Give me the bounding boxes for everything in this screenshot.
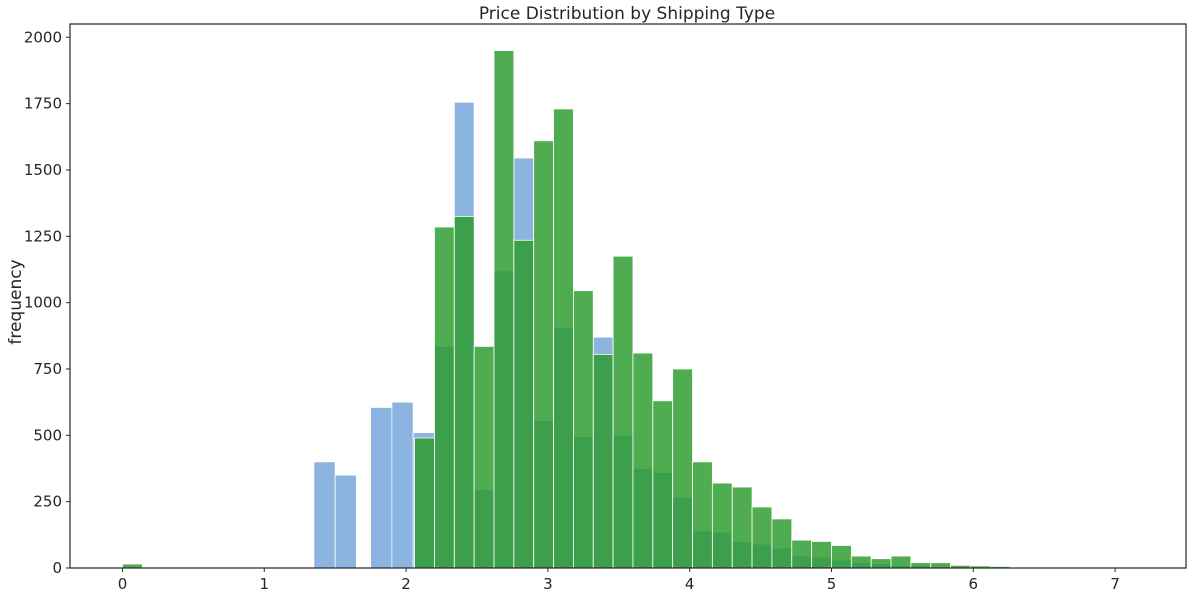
chart-title: Price Distribution by Shipping Type (479, 4, 775, 24)
x-tick-label-7: 7 (1110, 575, 1120, 593)
series-1-bar-15 (692, 461, 713, 569)
series-1-bar-24 (870, 558, 892, 569)
series-0-bar-3 (391, 401, 414, 569)
x-tick-label-5: 5 (827, 575, 837, 593)
x-tick-label-0: 0 (118, 575, 128, 593)
series-1-bar-3 (453, 215, 475, 569)
y-tick-label-0: 0 (52, 559, 62, 577)
series-1-bar-6 (513, 239, 535, 569)
y-axis-ticks: 0 250 500 750 1000 1250 1500 1750 2000 (24, 28, 70, 577)
x-axis-ticks: 0 1 2 3 4 5 6 7 (118, 568, 1120, 593)
y-tick-label-1: 250 (33, 493, 62, 511)
y-tick-label-7: 1750 (24, 95, 62, 113)
series-1-bar-20 (791, 539, 813, 569)
series-1-bars (122, 50, 1051, 569)
x-tick-label-4: 4 (685, 575, 695, 593)
series-1-bar-5 (493, 50, 515, 569)
series-1-bar-19 (771, 518, 793, 569)
series-1-bar-11 (612, 255, 634, 569)
series-1-bar-26 (910, 562, 932, 569)
series-0-bar-1 (334, 474, 357, 569)
x-tick-label-6: 6 (969, 575, 979, 593)
series-1-bar-9 (573, 290, 594, 569)
series-1-bar-25 (890, 555, 912, 569)
series-1-bar-12 (632, 352, 654, 569)
series-1-bar-23 (850, 555, 872, 569)
series-1-bar-8 (553, 108, 574, 569)
x-tick-label-3: 3 (543, 575, 553, 593)
series-1-bar-1 (414, 437, 435, 569)
series-1-bar-16 (711, 482, 733, 569)
series-1-bar-14 (672, 368, 693, 569)
y-tick-label-8: 2000 (24, 28, 62, 46)
x-tick-label-1: 1 (259, 575, 269, 593)
series-1-bar-13 (652, 400, 674, 569)
series-1-bar-7 (533, 140, 554, 569)
series-0-bar-2 (370, 407, 393, 569)
y-tick-label-3: 750 (33, 360, 62, 378)
series-1-bar-4 (473, 346, 495, 569)
series-1-bar-2 (434, 226, 455, 569)
series-1-bar-10 (592, 353, 614, 569)
series-0-bar-0 (313, 461, 336, 569)
y-tick-label-2: 500 (33, 426, 62, 444)
y-tick-label-5: 1250 (24, 227, 62, 245)
series-1-bar-21 (811, 541, 832, 569)
series-1-bar-22 (831, 545, 852, 569)
plot-frame (69, 23, 1187, 569)
y-tick-label-6: 1500 (24, 161, 62, 179)
series-1-bar-18 (751, 506, 773, 569)
y-axis-label: frequency (6, 259, 26, 344)
y-tick-label-4: 1000 (24, 294, 62, 312)
series-1-bar-17 (731, 486, 753, 569)
x-tick-label-2: 2 (401, 575, 411, 593)
series-1-bar-27 (930, 562, 952, 569)
